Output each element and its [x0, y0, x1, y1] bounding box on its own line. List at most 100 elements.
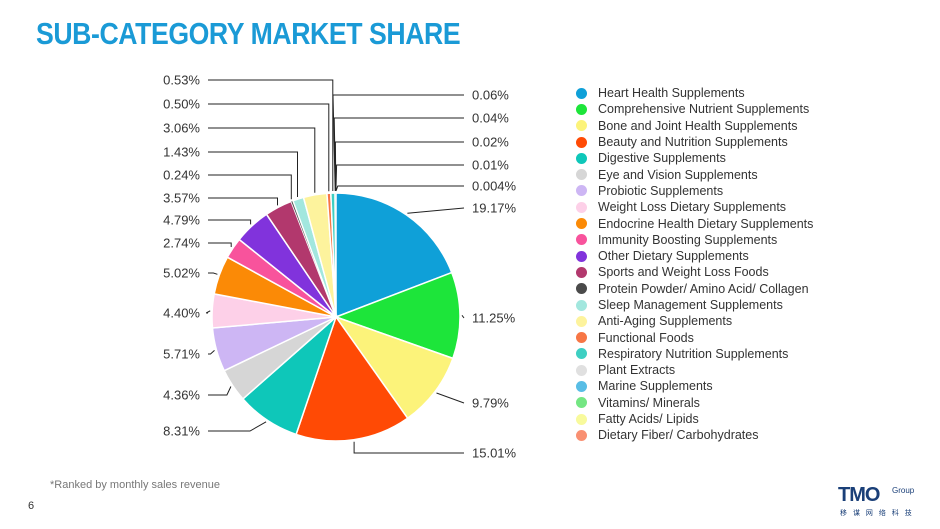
legend-item: Eye and Vision Supplements	[576, 166, 813, 182]
legend-item: Protein Powder/ Amino Acid/ Collagen	[576, 281, 813, 297]
legend-swatch	[576, 332, 587, 344]
legend-label: Anti-Aging Supplements	[598, 314, 733, 329]
legend-item: Sleep Management Supplements	[576, 297, 813, 313]
leader-line	[208, 151, 298, 197]
footnote: *Ranked by monthly sales revenue	[50, 479, 220, 491]
legend-item: Respiratory Nutrition Supplements	[576, 346, 813, 362]
data-label: 0.24%	[163, 168, 200, 183]
page-title: SUB-CATEGORY MARKET SHARE	[36, 16, 461, 51]
legend-swatch	[576, 185, 587, 197]
legend-swatch	[576, 120, 587, 132]
legend-label: Heart Health Supplements	[598, 86, 745, 101]
data-label: 4.79%	[163, 213, 200, 228]
data-label: 4.36%	[163, 388, 200, 403]
logo-group-text: Group	[892, 486, 915, 495]
legend-swatch	[576, 315, 587, 327]
pie-slice	[333, 271, 461, 360]
logo-wordmark: TMO	[838, 484, 880, 506]
legend-swatch	[576, 299, 587, 311]
legend-label: Functional Foods	[598, 330, 694, 345]
leader-line	[208, 127, 316, 193]
data-label: 0.04%	[472, 111, 509, 126]
pie-slice	[335, 192, 453, 319]
pie-slice	[295, 315, 409, 442]
legend-label: Respiratory Nutrition Supplements	[598, 346, 789, 361]
leader-line	[208, 174, 292, 200]
data-label: 9.79%	[472, 396, 509, 411]
legend-item: Bone and Joint Health Supplements	[576, 118, 813, 134]
data-label: 0.01%	[472, 158, 509, 173]
leader-line	[205, 310, 211, 314]
legend-label: Fatty Acids/ Lipids	[598, 412, 699, 427]
legend-item: Weight Loss Dietary Supplements	[576, 199, 813, 215]
leader-line	[208, 421, 267, 432]
leader-line	[208, 79, 334, 191]
data-label: 2.74%	[163, 236, 200, 251]
leader-line	[335, 164, 464, 192]
leader-line	[461, 315, 465, 319]
legend-label: Digestive Supplements	[598, 151, 726, 166]
legend-swatch	[576, 397, 587, 409]
data-label: 15.01%	[472, 446, 517, 461]
legend-item: Anti-Aging Supplements	[576, 313, 813, 329]
legend-label: Dietary Fiber/ Carbohydrates	[598, 428, 759, 443]
data-label: 0.50%	[163, 97, 200, 112]
legend-label: Sleep Management Supplements	[598, 298, 783, 312]
legend-label: Marine Supplements	[598, 379, 713, 394]
legend-label: Protein Powder/ Amino Acid/ Collagen	[598, 281, 809, 296]
legend-label: Other Dietary Supplements	[598, 249, 749, 264]
legend-label: Comprehensive Nutrient Supplements	[598, 102, 810, 117]
legend-label: Immunity Boosting Supplements	[598, 232, 778, 247]
legend-item: Vitamins/ Minerals	[576, 395, 813, 411]
data-label: 5.71%	[163, 347, 200, 362]
data-label: 4.40%	[163, 306, 200, 321]
legend-item: Marine Supplements	[576, 378, 813, 394]
leader-line	[208, 219, 252, 225]
legend-item: Other Dietary Supplements	[576, 248, 813, 264]
legend-item: Dietary Fiber/ Carbohydrates	[576, 427, 813, 443]
leader-line	[407, 207, 465, 214]
legend-item: Sports and Weight Loss Foods	[576, 264, 813, 280]
logo-subtitle: 移 谋 网 络 科 技	[840, 510, 914, 517]
legend-swatch	[576, 429, 587, 441]
leader-lines	[205, 79, 465, 454]
leader-line	[208, 242, 232, 247]
data-labels: 19.17% 11.25% 9.79% 15.01% 8.31% 4.36% 5.71% 4.…	[163, 73, 516, 461]
legend-label: Bone and Joint Health Supplements	[598, 118, 798, 133]
leader-line	[208, 272, 218, 275]
legend-swatch	[576, 152, 587, 164]
leader-line	[334, 141, 464, 192]
leader-line	[335, 185, 464, 192]
legend-item: Fatty Acids/ Lipids	[576, 411, 813, 427]
data-label: 0.06%	[472, 88, 509, 103]
legend-label: Beauty and Nutrition Supplements	[598, 135, 788, 150]
legend-swatch	[576, 87, 587, 99]
data-label: 3.57%	[163, 191, 200, 206]
legend-item: Digestive Supplements	[576, 150, 813, 166]
leader-line	[436, 392, 465, 404]
legend-swatch	[576, 380, 587, 392]
legend-label: Weight Loss Dietary Supplements	[598, 200, 787, 215]
legend-item: Immunity Boosting Supplements	[576, 232, 813, 248]
legend-swatch	[576, 136, 587, 148]
legend-swatch	[576, 103, 587, 115]
legend-item: Comprehensive Nutrient Supplements	[576, 101, 813, 117]
leader-line	[332, 94, 464, 192]
legend-swatch	[576, 348, 587, 360]
legend-item: Endocrine Health Dietary Supplements	[576, 215, 813, 231]
data-label: 19.17%	[472, 201, 517, 216]
legend-item: Heart Health Supplements	[576, 85, 813, 101]
legend-item: Beauty and Nutrition Supplements	[576, 134, 813, 150]
legend-label: Eye and Vision Supplements	[598, 167, 758, 182]
data-label: 0.02%	[472, 135, 509, 150]
leader-line	[208, 103, 330, 192]
legend-item: Functional Foods	[576, 329, 813, 345]
legend-swatch	[576, 169, 587, 181]
data-label: 11.25%	[472, 311, 516, 326]
legend-label: Sports and Weight Loss Foods	[598, 265, 769, 280]
legend-label: Vitamins/ Minerals	[598, 395, 700, 410]
legend-label: Endocrine Health Dietary Supplements	[598, 216, 814, 231]
legend-swatch	[576, 413, 587, 425]
leader-line	[208, 350, 215, 355]
